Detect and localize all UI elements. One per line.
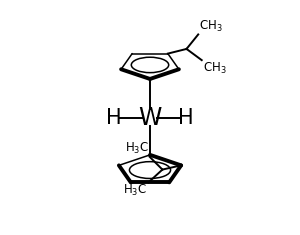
Text: H: H bbox=[178, 107, 194, 128]
Text: H$_3$C: H$_3$C bbox=[124, 141, 148, 156]
Text: H$_3$C: H$_3$C bbox=[123, 183, 148, 198]
Text: CH$_3$: CH$_3$ bbox=[199, 19, 223, 34]
Text: H: H bbox=[106, 107, 122, 128]
Text: W: W bbox=[138, 106, 162, 129]
Text: CH$_3$: CH$_3$ bbox=[203, 61, 226, 76]
